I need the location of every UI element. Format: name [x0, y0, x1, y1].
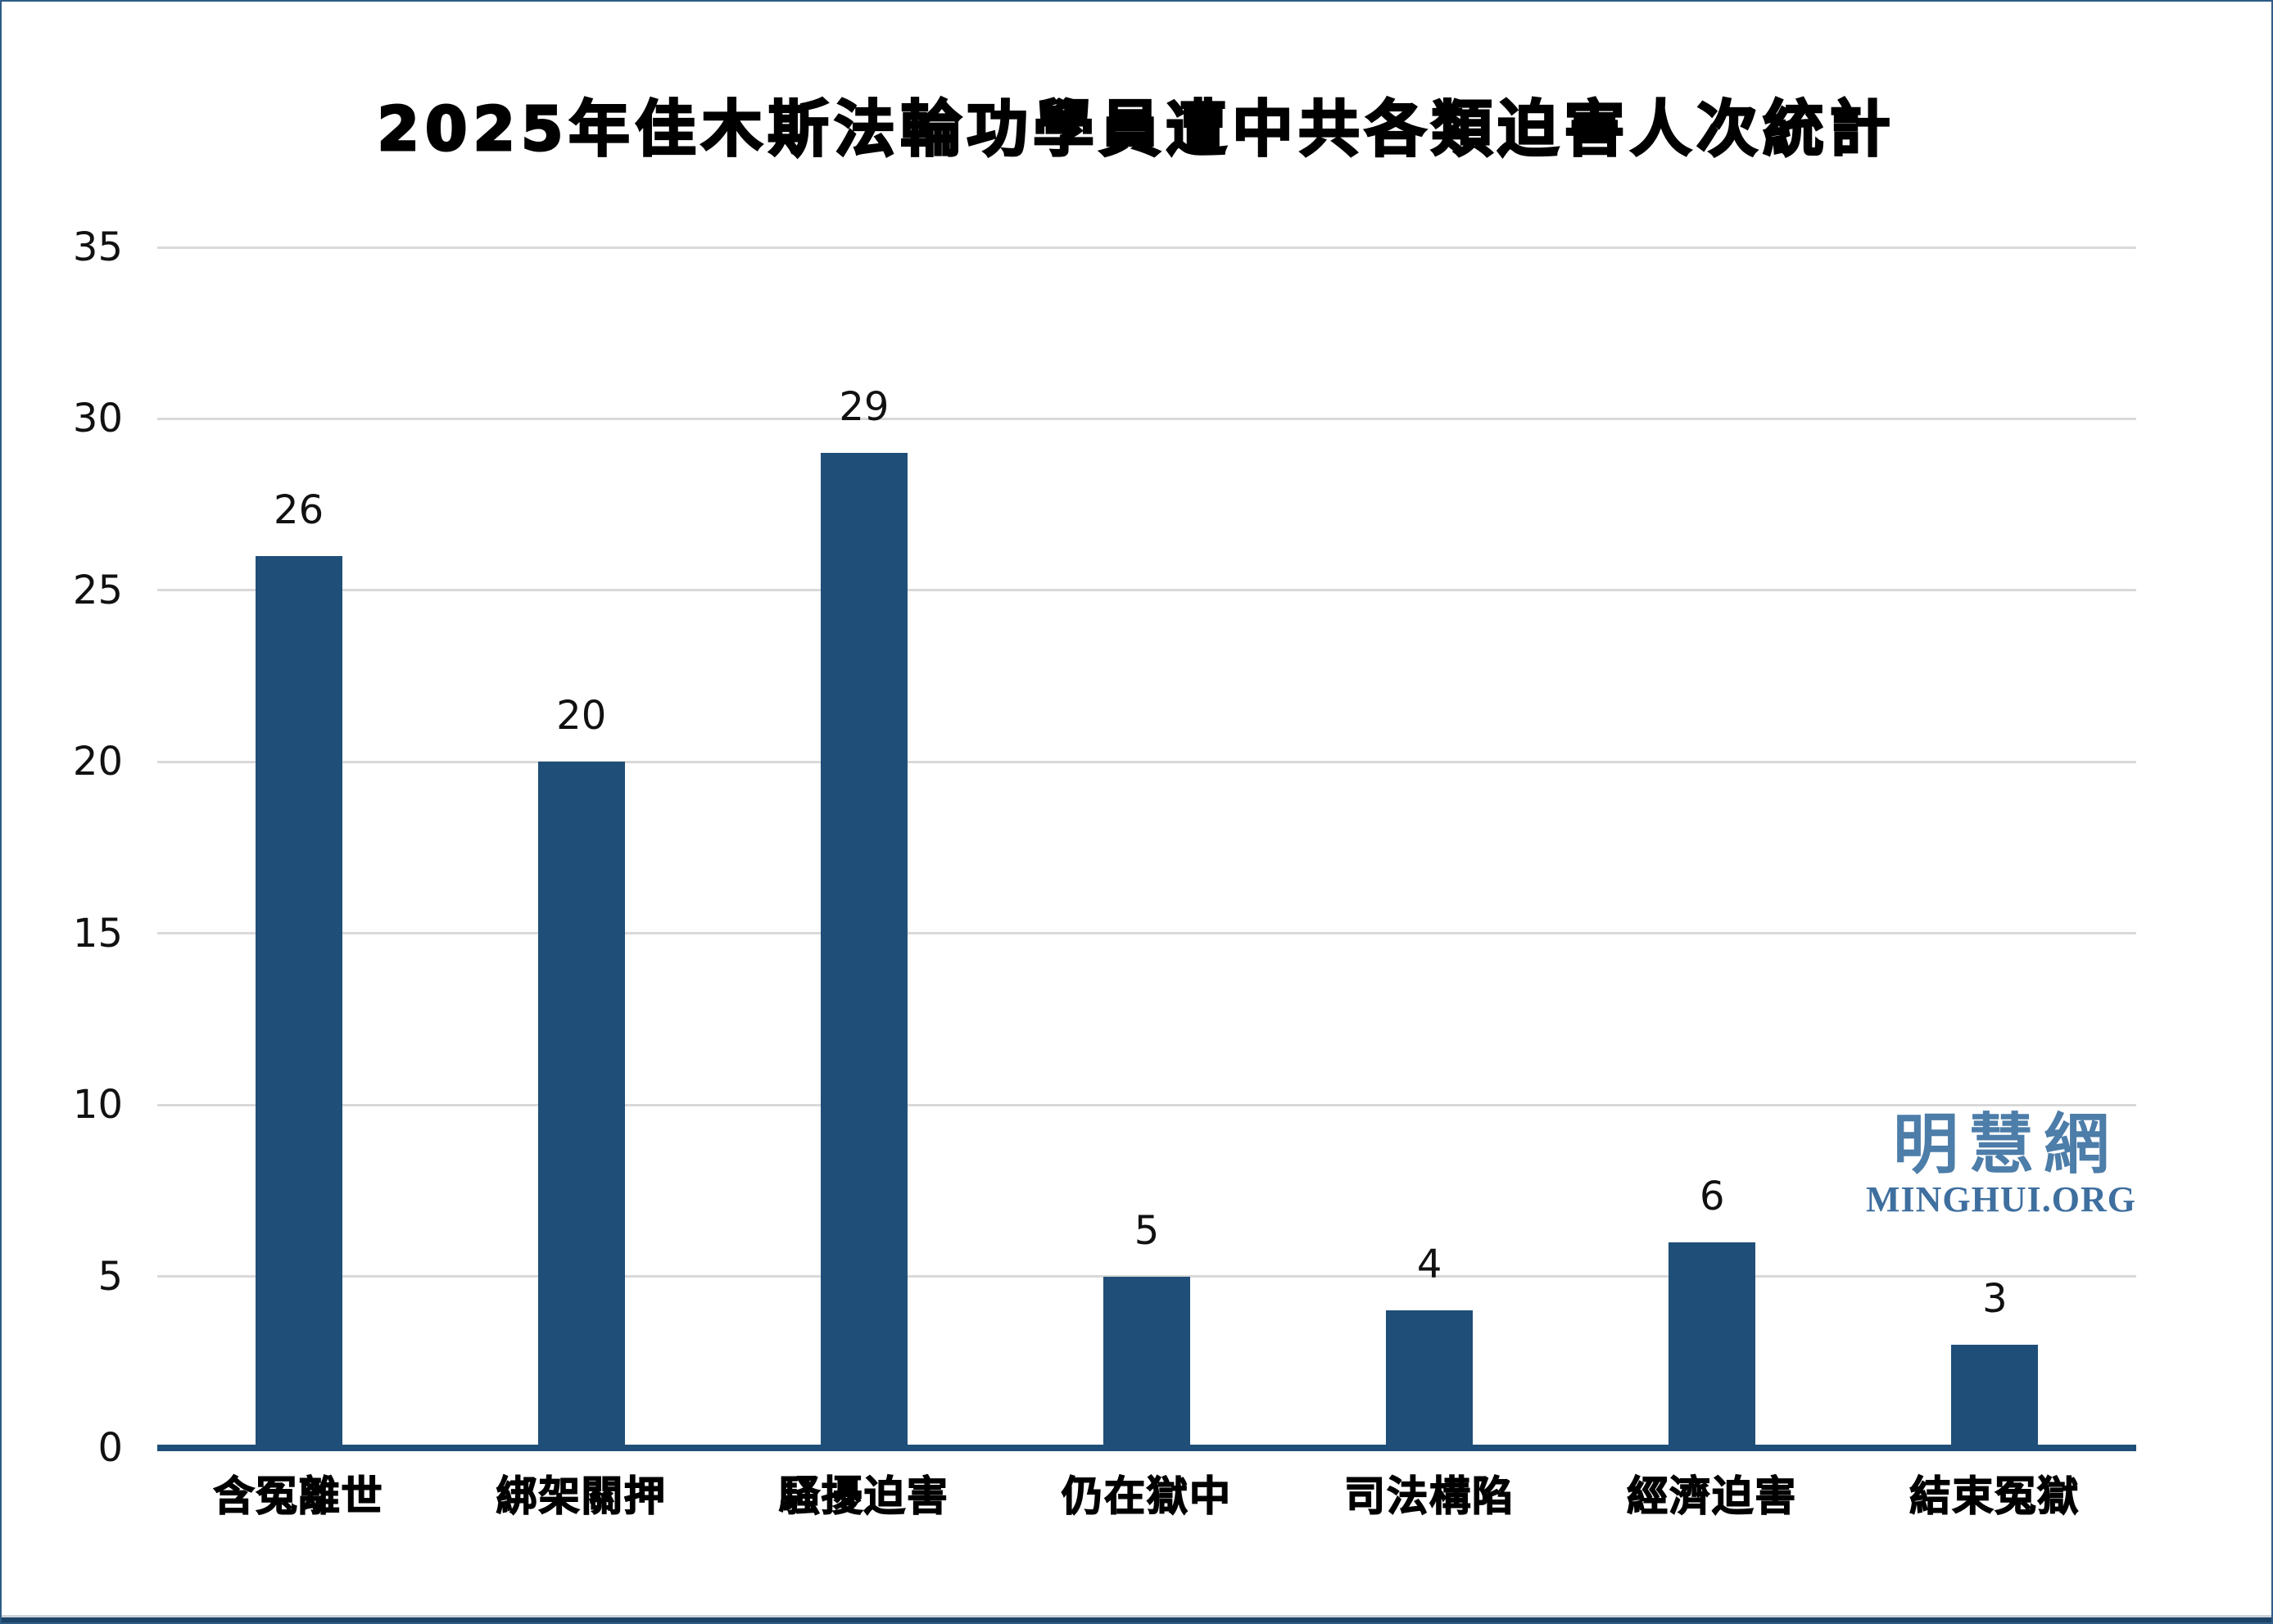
category-label-4: 仍在獄中 — [1061, 1472, 1232, 1521]
chart-title: 2025年佳木斯法輪功學員遭中共各類迫害人次統計 — [376, 93, 1896, 166]
category-label-1: 含冤離世 — [213, 1472, 384, 1521]
value-label-3: 29 — [839, 384, 890, 431]
value-label-2: 20 — [556, 693, 607, 740]
bar-6 — [1669, 1242, 1756, 1448]
y-tick-label-25: 25 — [72, 567, 123, 613]
y-tick-label-5: 5 — [97, 1253, 123, 1300]
y-tick-label-15: 15 — [72, 910, 123, 957]
gridline-y-20 — [157, 760, 2136, 763]
bar-5 — [1386, 1310, 1474, 1448]
category-label-5: 司法構陷 — [1343, 1472, 1515, 1521]
bar-3 — [820, 453, 908, 1448]
bar-2 — [537, 762, 625, 1448]
category-label-3: 騷擾迫害 — [778, 1472, 949, 1521]
gridline-y-30 — [157, 417, 2136, 420]
bar-4 — [1103, 1276, 1190, 1448]
value-label-1: 26 — [274, 486, 324, 533]
value-label-6: 6 — [1700, 1173, 1725, 1219]
y-tick-label-10: 10 — [72, 1082, 123, 1129]
minghui-cjk-watermark: 明慧網 — [1893, 1106, 2119, 1183]
y-tick-label-30: 30 — [72, 396, 123, 442]
bar-1 — [255, 555, 342, 1448]
minghui-org-watermark: MINGHUI.ORG — [1866, 1179, 2136, 1219]
gridline-y-10 — [157, 1103, 2136, 1106]
value-label-4: 5 — [1134, 1207, 1160, 1254]
y-tick-label-0: 0 — [97, 1425, 123, 1471]
category-label-7: 結束冤獄 — [1909, 1472, 2081, 1521]
value-label-5: 4 — [1416, 1242, 1442, 1288]
category-label-6: 經濟迫害 — [1627, 1472, 1798, 1521]
y-tick-label-20: 20 — [72, 739, 123, 785]
watermark: 明慧網 MINGHUI.ORG — [1866, 1109, 2136, 1219]
bar-7 — [1951, 1345, 2039, 1448]
footer-divider-line — [2, 1615, 2271, 1617]
gridline-y-35 — [157, 246, 2136, 249]
x-axis-line — [157, 1445, 2136, 1451]
gridline-y-25 — [157, 589, 2136, 592]
category-label-2: 綁架關押 — [496, 1472, 667, 1521]
y-tick-label-35: 35 — [72, 224, 123, 270]
gridline-y-15 — [157, 932, 2136, 935]
footer-navy-bar — [2, 1617, 2271, 1622]
value-label-7: 3 — [1982, 1276, 2008, 1323]
